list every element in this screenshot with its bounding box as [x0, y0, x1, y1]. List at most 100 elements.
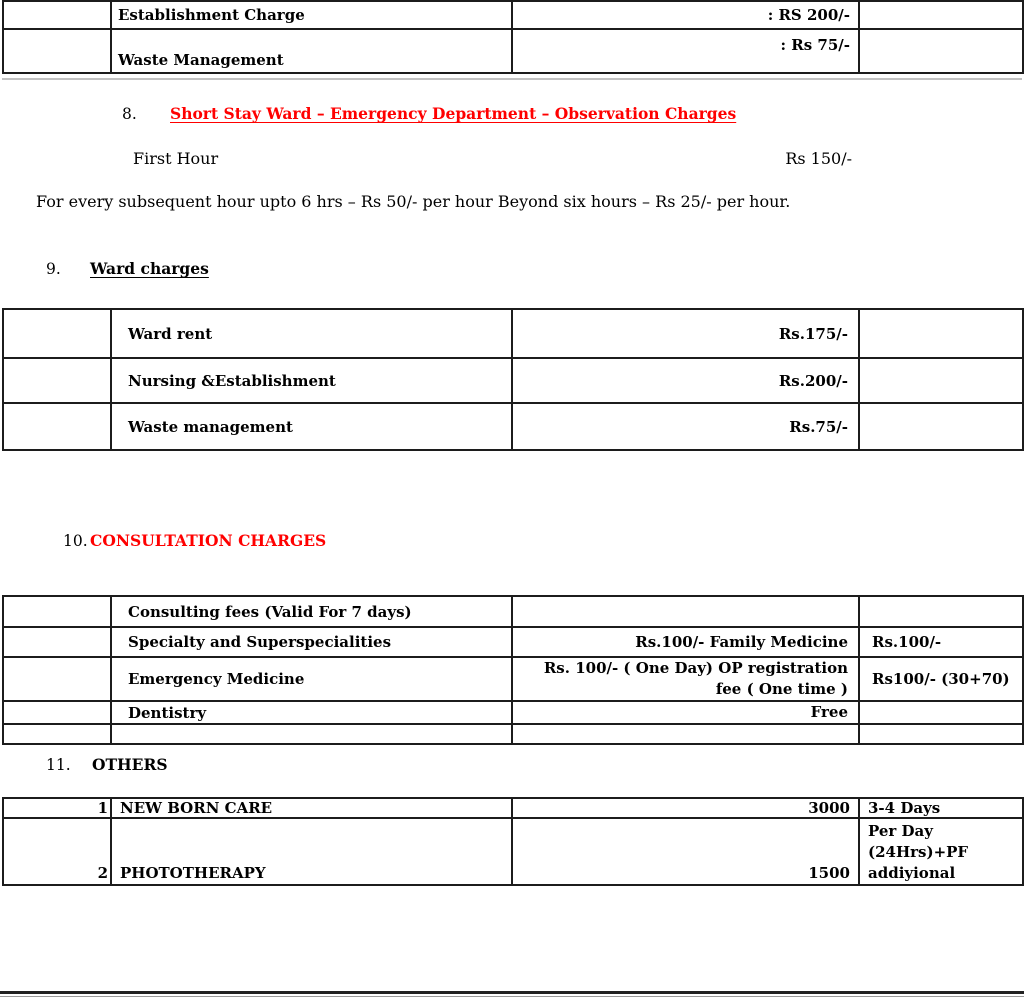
charge-value: Rs.100/- Family Medicine	[635, 632, 848, 651]
table-row: Dentistry Free	[2, 700, 1024, 725]
charge-label: Ward rent	[128, 324, 213, 343]
empty-cell	[858, 308, 1024, 359]
extra-value-cell: Rs100/- (30+70)	[858, 656, 1024, 702]
item-value: 1500	[808, 864, 850, 882]
item-label-cell: NEW BORN CARE	[110, 797, 513, 819]
charge-label: Dentistry	[128, 703, 207, 722]
table-row: Establishment Charge : RS 200/-	[2, 0, 1024, 30]
charge-label-cell: Specialty and Superspecialities	[110, 626, 513, 658]
table-row: Nursing &Establishment Rs.200/-	[2, 357, 1024, 404]
item-note-cell: Per Day (24Hrs)+PF addiyional	[858, 817, 1024, 886]
charge-value: : Rs 75/-	[780, 36, 850, 54]
charge-label: Establishment Charge	[118, 6, 305, 24]
section-number: 9.	[46, 260, 61, 278]
empty-cell	[2, 357, 112, 404]
charge-value: Free	[810, 703, 848, 721]
extra-value: Rs100/- (30+70)	[872, 670, 1010, 688]
charge-value: : RS 200/-	[767, 6, 850, 24]
charge-value-cell: Rs.175/-	[511, 308, 860, 359]
first-hour-value: Rs 150/-	[785, 149, 852, 168]
charge-label: Specialty and Superspecialities	[128, 633, 392, 651]
empty-cell	[110, 723, 513, 745]
table-row: Ward rent Rs.175/-	[2, 308, 1024, 359]
empty-cell	[858, 0, 1024, 30]
bottom-horizontal-rule	[0, 991, 1024, 994]
extra-value-cell	[858, 595, 1024, 628]
charge-value-cell: Rs.200/-	[511, 357, 860, 404]
charge-label-cell: Consulting fees (Valid For 7 days)	[110, 595, 513, 628]
section-number: 11.	[46, 756, 71, 774]
table-row: Waste Management : Rs 75/-	[2, 28, 1024, 74]
charge-value-cell: Rs.100/- Family Medicine	[511, 626, 860, 658]
charge-value-cell: : Rs 75/-	[511, 28, 860, 74]
section-number: 8.	[122, 105, 137, 123]
item-value: 3000	[808, 799, 850, 817]
empty-cell	[858, 402, 1024, 451]
charge-value-line: fee ( One time )	[715, 680, 848, 698]
empty-cell	[2, 700, 112, 725]
subsequent-hours-note: For every subsequent hour upto 6 hrs – R…	[36, 192, 791, 211]
charge-label-cell: Establishment Charge	[110, 0, 513, 30]
item-label-cell: PHOTOTHERAPY	[110, 817, 513, 886]
empty-cell	[2, 723, 112, 745]
table-row	[2, 723, 1024, 745]
first-hour-label: First Hour	[133, 149, 219, 168]
serial-number: 1	[97, 799, 108, 817]
item-note-line: Per Day	[868, 822, 933, 840]
table-row: 1 NEW BORN CARE 3000 3-4 Days	[2, 797, 1024, 819]
scan-artifact-line	[2, 78, 1022, 80]
charge-label-cell: Emergency Medicine	[110, 656, 513, 702]
empty-cell	[511, 723, 860, 745]
item-value-cell: 1500	[511, 817, 860, 886]
charge-value: Rs.175/-	[778, 324, 848, 343]
extra-value-cell	[858, 700, 1024, 725]
item-note: 3-4 Days	[868, 799, 941, 817]
charge-label: Waste Management	[118, 51, 284, 69]
empty-cell	[2, 656, 112, 702]
charge-value-cell: Rs.75/-	[511, 402, 860, 451]
charge-label-cell: Nursing &Establishment	[110, 357, 513, 404]
section-number: 10.	[63, 532, 88, 550]
empty-cell	[2, 595, 112, 628]
charge-value-cell: Free	[511, 700, 860, 725]
empty-cell	[2, 402, 112, 451]
item-note-line: addiyional	[868, 864, 956, 882]
charge-value: Rs.75/-	[789, 417, 848, 436]
charge-label: Emergency Medicine	[128, 670, 305, 688]
charge-label-cell: Ward rent	[110, 308, 513, 359]
ward-charges-table: Ward rent Rs.175/- Nursing &Establishmen…	[2, 308, 1024, 451]
extra-value: Rs.100/-	[872, 633, 942, 651]
item-label: PHOTOTHERAPY	[120, 864, 266, 882]
charge-label: Consulting fees (Valid For 7 days)	[128, 602, 412, 621]
charge-label-cell: Waste management	[110, 402, 513, 451]
section-10-heading: 10. CONSULTATION CHARGES	[63, 531, 326, 551]
table-row: Specialty and Superspecialities Rs.100/-…	[2, 626, 1024, 658]
serial-number-cell: 1	[2, 797, 112, 819]
charge-label-cell: Waste Management	[110, 28, 513, 74]
section-title: Short Stay Ward – Emergency Department –…	[170, 104, 737, 123]
item-value-cell: 3000	[511, 797, 860, 819]
charge-label: Waste management	[128, 417, 293, 436]
serial-number-cell: 2	[2, 817, 112, 886]
section-9-heading: 9. Ward charges	[46, 259, 209, 279]
empty-cell	[2, 28, 112, 74]
empty-cell	[2, 308, 112, 359]
item-note-line: (24Hrs)+PF	[868, 843, 969, 861]
table-row: Waste management Rs.75/-	[2, 402, 1024, 451]
item-note-cell: 3-4 Days	[858, 797, 1024, 819]
charge-label: Nursing &Establishment	[128, 371, 336, 390]
charge-label-cell: Dentistry	[110, 700, 513, 725]
charge-value-line: Rs. 100/- ( One Day) OP registration	[543, 659, 848, 677]
empty-cell	[858, 357, 1024, 404]
section-title: Ward charges	[90, 259, 209, 278]
empty-cell	[858, 723, 1024, 745]
charge-value-cell: : RS 200/-	[511, 0, 860, 30]
charge-value-cell: Rs. 100/- ( One Day) OP registration fee…	[511, 656, 860, 702]
charge-value-cell	[511, 595, 860, 628]
bottom-horizontal-rule-shadow	[0, 996, 1024, 997]
table-row: 2 PHOTOTHERAPY 1500 Per Day (24Hrs)+PF a…	[2, 817, 1024, 886]
section-title: CONSULTATION CHARGES	[90, 531, 327, 550]
serial-number: 2	[97, 864, 108, 882]
extra-value-cell: Rs.100/-	[858, 626, 1024, 658]
